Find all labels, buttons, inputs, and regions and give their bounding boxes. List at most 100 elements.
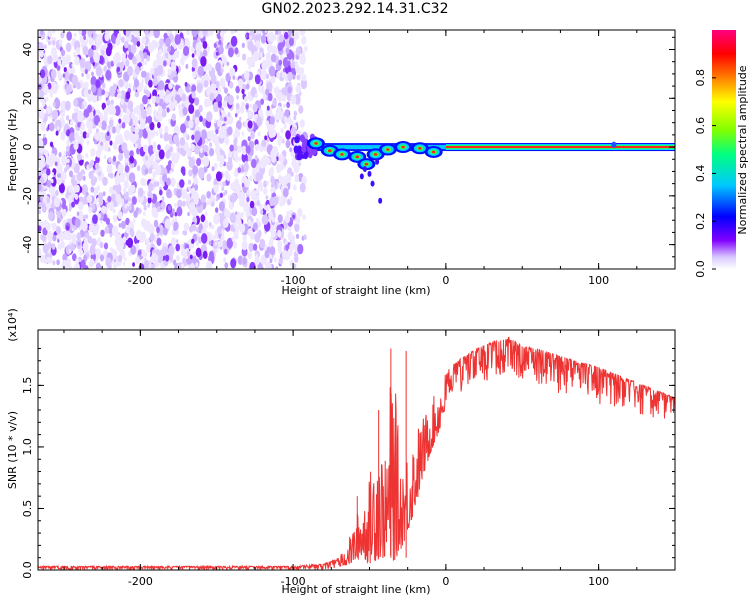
noise-blob	[232, 150, 238, 160]
noise-blob	[183, 45, 190, 57]
cluster-core	[364, 162, 369, 166]
noise-blob	[140, 177, 146, 186]
noise-blob	[115, 193, 122, 203]
noise-blob	[161, 109, 167, 118]
cluster-core	[401, 145, 405, 149]
x-tick-label: 100	[588, 575, 609, 588]
noise-blob	[113, 214, 118, 223]
noise-blob	[277, 229, 282, 238]
noise-blob	[98, 198, 104, 206]
noise-blob	[244, 96, 248, 103]
noise-blob	[189, 86, 192, 91]
noise-blob	[255, 172, 261, 182]
noise-blob	[168, 245, 175, 257]
noise-blob	[59, 236, 63, 242]
noise-blob	[105, 126, 109, 131]
noise-blob	[287, 60, 291, 66]
noise-blob	[49, 91, 53, 98]
noise-blob	[65, 84, 72, 94]
noise-blob	[95, 65, 103, 77]
noise-blob	[157, 108, 163, 116]
noise-blob	[60, 31, 65, 39]
noise-blob	[63, 151, 67, 157]
noise-blob	[90, 76, 97, 87]
noise-blob	[42, 136, 48, 146]
noise-blob	[240, 212, 245, 218]
noise-blob	[110, 193, 117, 203]
noise-blob	[166, 220, 170, 227]
noise-blob	[215, 51, 219, 56]
noise-blob	[188, 157, 195, 168]
noise-blob	[47, 82, 52, 90]
noise-blob	[206, 130, 213, 140]
noise-blob	[60, 131, 66, 141]
noise-blob	[46, 105, 52, 115]
noise-blob	[67, 194, 73, 203]
noise-blob	[215, 128, 219, 135]
drift-dot	[378, 197, 383, 204]
noise-blob	[237, 167, 242, 174]
x-tick-label: -200	[128, 274, 153, 287]
noise-blob	[100, 254, 104, 262]
noise-blob	[81, 220, 88, 232]
noise-blob	[246, 189, 251, 196]
noise-blob	[58, 39, 63, 46]
noise-blob	[104, 226, 110, 234]
noise-blob	[38, 158, 44, 169]
noise-blob	[156, 181, 160, 187]
noise-blob	[230, 258, 237, 269]
noise-blob	[117, 211, 123, 220]
noise-blob	[56, 259, 60, 266]
noise-blob	[245, 104, 249, 110]
noise-blob	[236, 145, 242, 153]
noise-blob	[180, 243, 184, 249]
noise-blob	[159, 97, 164, 105]
noise-blob	[87, 30, 93, 37]
noise-blob	[77, 121, 81, 128]
noise-blob	[230, 35, 238, 47]
noise-blob	[38, 108, 45, 120]
noise-blob	[250, 189, 257, 200]
noise-blob	[43, 220, 47, 226]
noise-blob	[148, 167, 153, 175]
noise-blob	[265, 52, 272, 62]
noise-blob	[129, 150, 134, 158]
snr-series	[38, 336, 675, 570]
noise-blob	[293, 115, 297, 121]
noise-blob	[139, 119, 146, 130]
noise-blob	[222, 181, 226, 187]
noise-blob	[85, 38, 89, 44]
noise-blob	[104, 141, 109, 148]
noise-blob	[229, 67, 236, 78]
noise-blob	[61, 155, 68, 166]
noise-blob	[57, 177, 62, 185]
noise-blob	[211, 201, 215, 207]
noise-blob	[65, 42, 72, 53]
noise-blob	[293, 164, 300, 174]
noise-blob	[82, 45, 89, 56]
noise-blob	[257, 30, 261, 35]
noise-blob	[293, 263, 297, 268]
noise-blob	[176, 254, 180, 262]
noise-blob	[117, 163, 124, 174]
noise-blob	[123, 130, 131, 141]
noise-blob	[167, 68, 172, 76]
noise-blob	[125, 30, 131, 37]
noise-blob	[248, 175, 253, 182]
noise-blob	[235, 211, 238, 216]
noise-blob	[179, 179, 185, 188]
noise-blob	[92, 95, 97, 103]
noise-blob	[114, 174, 122, 185]
noise-blob	[199, 147, 203, 153]
noise-blob	[191, 30, 198, 38]
noise-blob	[273, 257, 277, 263]
noise-blob	[135, 207, 139, 213]
noise-blob	[90, 186, 95, 193]
noise-blob	[65, 164, 70, 171]
noise-blob	[203, 156, 210, 167]
noise-blob	[292, 74, 296, 80]
noise-blob	[100, 229, 105, 237]
noise-blob	[234, 188, 237, 194]
noise-blob	[165, 57, 171, 67]
noise-blob	[189, 263, 196, 269]
